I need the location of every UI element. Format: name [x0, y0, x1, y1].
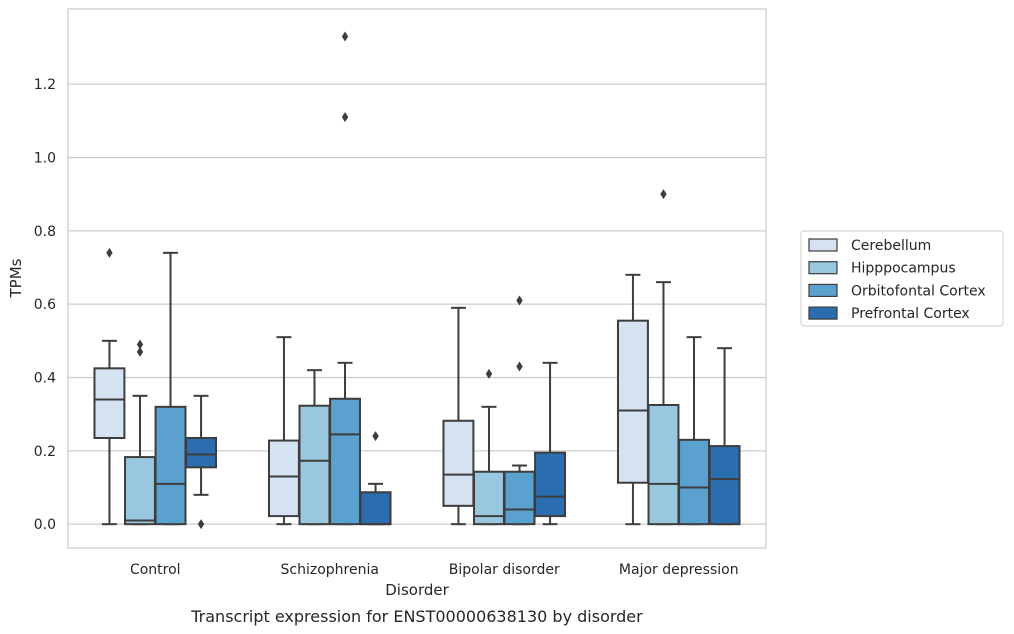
- box-1-2: [329, 31, 361, 526]
- box-3-2: [678, 336, 710, 526]
- box-iqr: [124, 456, 156, 526]
- legend-label: Cerebellum: [851, 238, 931, 254]
- y-tick-label: 1.2: [34, 77, 56, 93]
- legend-swatch: [808, 283, 838, 297]
- box-1-1: [298, 369, 331, 526]
- legend-label: Prefrontal Cortex: [851, 306, 970, 322]
- y-tick-label: 0.4: [34, 371, 56, 387]
- box-iqr: [298, 404, 331, 526]
- outlier-point: [485, 368, 493, 379]
- y-axis-label: TPMs: [7, 258, 25, 298]
- outlier-point: [516, 295, 523, 306]
- box-iqr: [329, 397, 361, 526]
- x-tick-label: Control: [130, 562, 181, 578]
- box-iqr: [647, 404, 680, 526]
- boxplots: [93, 31, 741, 530]
- box-iqr: [616, 319, 649, 484]
- box-0-1: [124, 339, 156, 526]
- box-iqr: [93, 367, 126, 440]
- box-2-2: [503, 295, 536, 526]
- box-iqr: [708, 445, 741, 526]
- plot-frame: [67, 8, 767, 549]
- box-iqr: [534, 451, 567, 518]
- box-0-2: [154, 251, 187, 526]
- box-iqr: [678, 438, 710, 526]
- box-iqr: [154, 405, 187, 526]
- legend-label: Orbitofontal Cortex: [851, 283, 986, 299]
- legend-swatch: [808, 238, 838, 252]
- box-0-3: [185, 394, 218, 530]
- box-iqr: [442, 419, 475, 507]
- outlier-point: [136, 339, 144, 350]
- legend-frame: [800, 230, 1004, 327]
- x-tick-label: Bipolar disorder: [449, 562, 560, 578]
- outlier-point: [372, 431, 379, 442]
- x-tick-label: Major depression: [619, 562, 739, 578]
- legend-swatch: [808, 306, 838, 320]
- box-1-3: [359, 431, 392, 526]
- x-tick-label: Schizophrenia: [281, 562, 379, 578]
- box-3-1: [647, 189, 680, 526]
- box-3-3: [708, 347, 741, 526]
- outlier-point: [341, 31, 349, 42]
- x-axis-label: Disorder: [385, 581, 449, 599]
- outlier-point: [106, 247, 113, 258]
- box-iqr: [267, 439, 300, 518]
- y-tick-label: 0.8: [34, 224, 56, 240]
- y-tick-label: 1.0: [34, 151, 56, 167]
- box-2-0: [442, 306, 475, 526]
- legend: Cerebellum Hipppocampus Orbitofontal Corte…: [800, 230, 1004, 327]
- y-tick-label: 0.2: [34, 444, 56, 460]
- y-tick-label: 0.6: [34, 297, 56, 313]
- outlier-point: [136, 346, 144, 357]
- box-2-1: [473, 368, 505, 526]
- chart-caption: Transcript expression for ENST0000063813…: [190, 607, 643, 626]
- box-1-0: [267, 336, 300, 526]
- box-iqr: [503, 470, 536, 526]
- y-tick-labels: 0.0 0.2 0.4 0.6 0.8 1.0 1.2: [34, 77, 56, 533]
- outlier-point: [197, 519, 205, 530]
- outlier-point: [516, 361, 523, 372]
- box-iqr: [359, 491, 392, 526]
- x-tick-labels: Control Schizophrenia Bipolar disorder Majo…: [130, 562, 739, 578]
- box-0-0: [93, 247, 126, 526]
- box-3-0: [616, 273, 649, 526]
- box-iqr: [185, 437, 218, 469]
- outlier-point: [660, 189, 667, 200]
- y-tick-label: 0.0: [34, 517, 56, 533]
- legend-label: Hipppocampus: [851, 261, 956, 277]
- outlier-point: [341, 112, 349, 123]
- legend-swatch: [808, 261, 838, 275]
- box-2-3: [534, 361, 567, 526]
